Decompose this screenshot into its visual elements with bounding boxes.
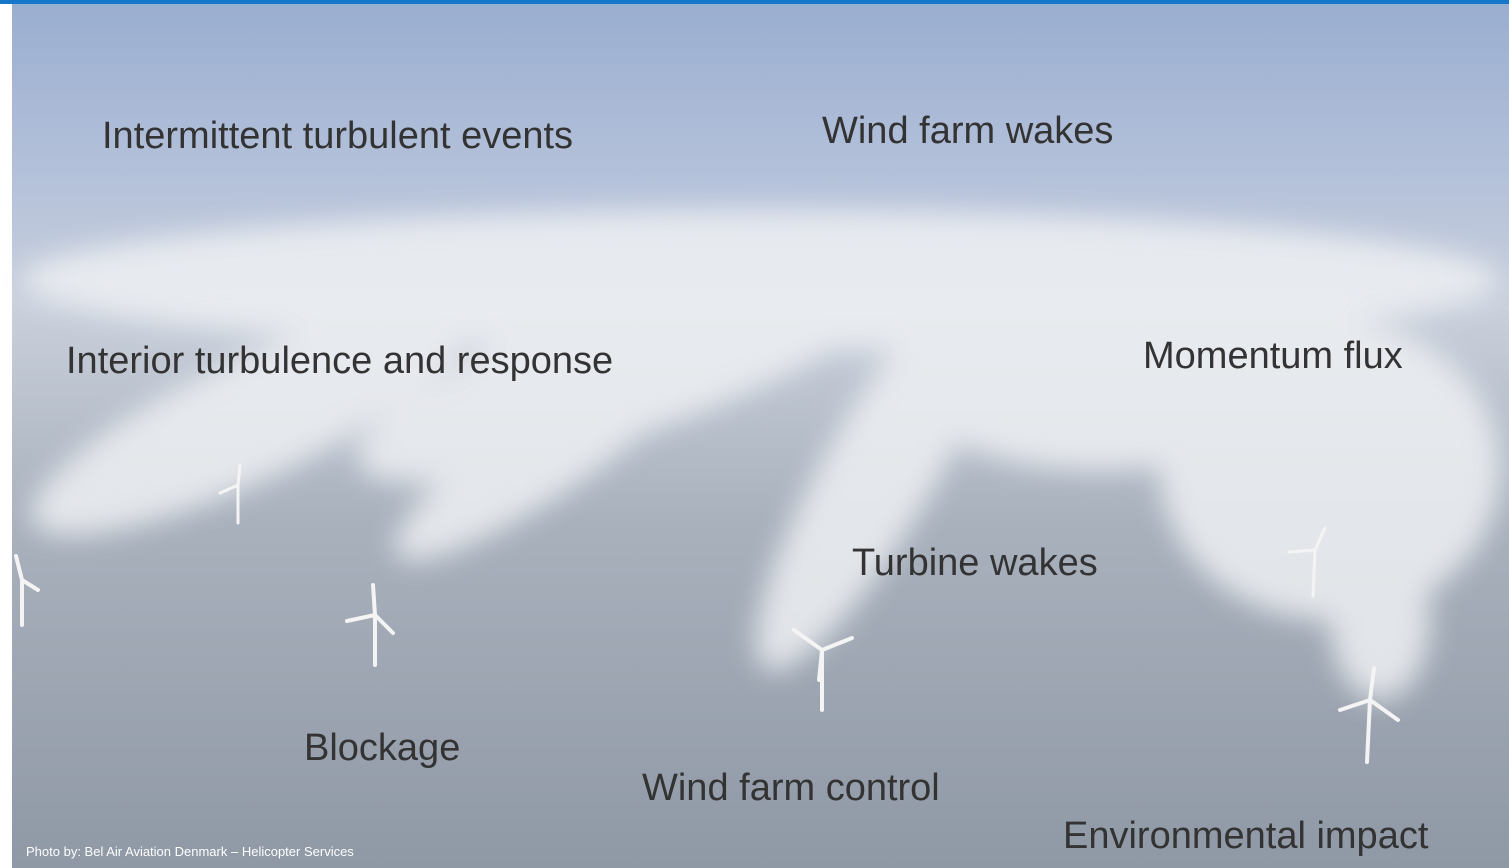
- label: Blockage: [304, 727, 460, 769]
- photo-credit: Photo by: Bel Air Aviation Denmark – Hel…: [26, 844, 354, 859]
- label: Momentum flux: [1143, 335, 1403, 377]
- label: Turbine wakes: [852, 542, 1098, 584]
- page: Intermittent turbulent events Wind farm …: [0, 0, 1509, 868]
- label: Environmental impact: [1063, 815, 1429, 857]
- label: Intermittent turbulent events: [102, 115, 573, 157]
- top-bar: [0, 0, 1509, 4]
- slide: Intermittent turbulent events Wind farm …: [0, 0, 1509, 868]
- label: Wind farm wakes: [822, 110, 1113, 152]
- label: Wind farm control: [642, 767, 940, 809]
- label: Interior turbulence and response: [66, 340, 613, 382]
